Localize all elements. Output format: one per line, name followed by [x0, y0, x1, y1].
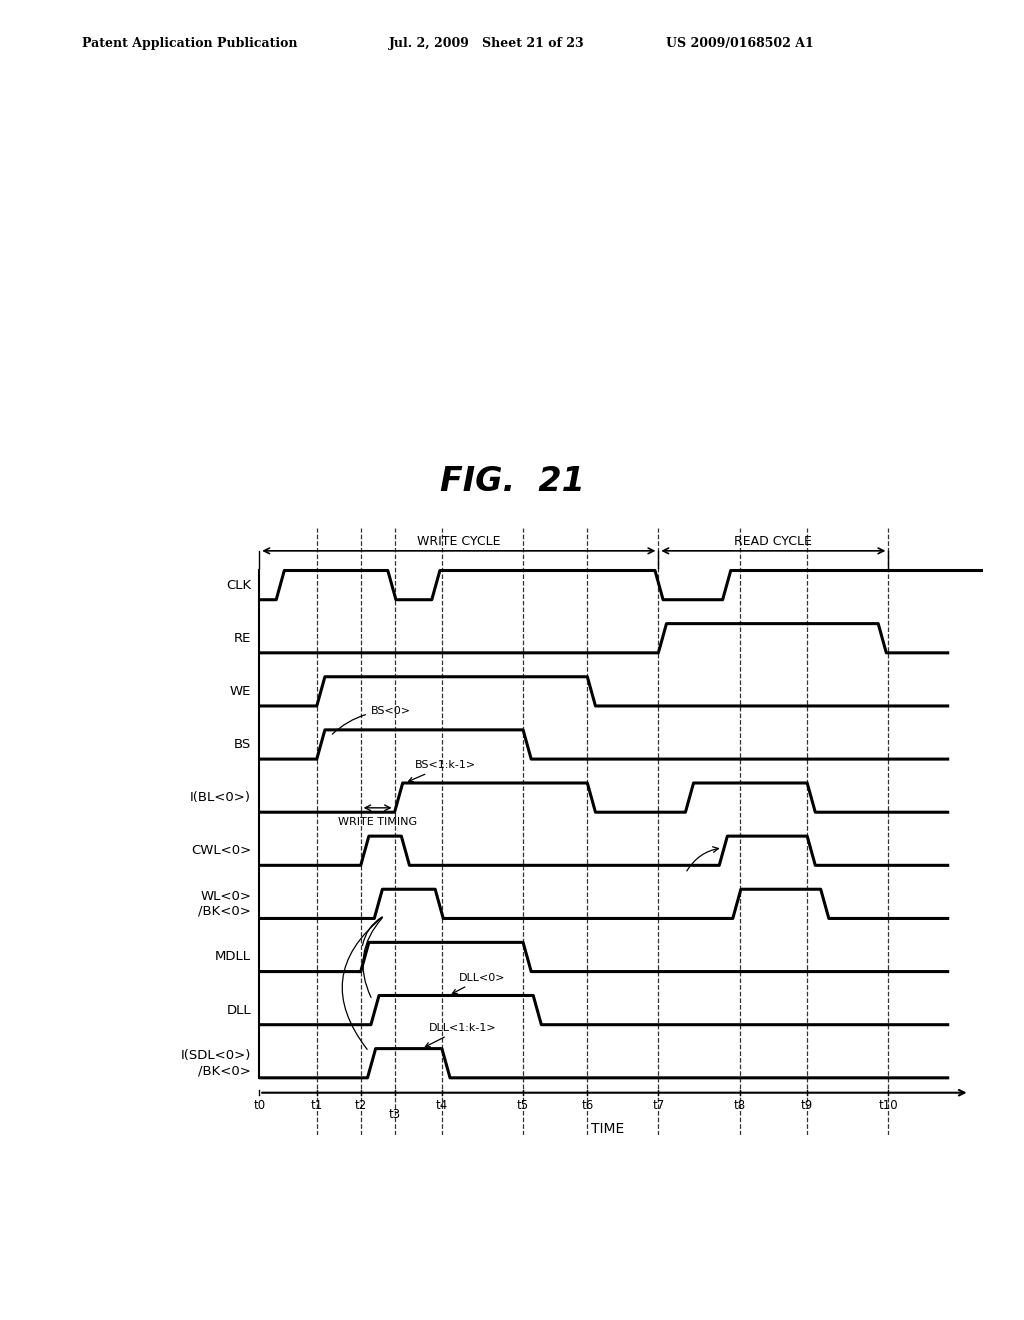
Text: CLK: CLK	[226, 578, 251, 591]
Text: t8: t8	[733, 1100, 745, 1111]
Text: t3: t3	[388, 1107, 400, 1121]
Text: DLL<1:k-1>: DLL<1:k-1>	[425, 1023, 496, 1047]
Text: t10: t10	[879, 1100, 898, 1111]
Text: BS<1:k-1>: BS<1:k-1>	[409, 760, 476, 781]
Text: WRITE CYCLE: WRITE CYCLE	[417, 535, 501, 548]
Text: READ CYCLE: READ CYCLE	[734, 535, 812, 548]
Text: WL<0>
/BK<0>: WL<0> /BK<0>	[199, 890, 251, 917]
Text: I(SDL<0>)
/BK<0>: I(SDL<0>) /BK<0>	[181, 1049, 251, 1077]
Text: t6: t6	[582, 1100, 594, 1111]
Text: DLL<0>: DLL<0>	[453, 973, 505, 994]
Text: Patent Application Publication: Patent Application Publication	[82, 37, 297, 50]
Text: t7: t7	[652, 1100, 665, 1111]
Text: MDLL: MDLL	[215, 950, 251, 964]
Text: US 2009/0168502 A1: US 2009/0168502 A1	[666, 37, 813, 50]
Text: FIG.  21: FIG. 21	[439, 465, 585, 498]
Text: I(BL<0>): I(BL<0>)	[190, 791, 251, 804]
Text: t0: t0	[253, 1100, 265, 1111]
Text: DLL: DLL	[226, 1003, 251, 1016]
Text: t9: t9	[801, 1100, 813, 1111]
Text: WE: WE	[229, 685, 251, 698]
Text: TIME: TIME	[591, 1122, 625, 1137]
Text: t5: t5	[517, 1100, 529, 1111]
Text: RE: RE	[233, 632, 251, 644]
Text: t4: t4	[436, 1100, 449, 1111]
Text: BS: BS	[233, 738, 251, 751]
Text: CWL<0>: CWL<0>	[190, 845, 251, 857]
Text: t2: t2	[354, 1100, 367, 1111]
Text: WRITE TIMING: WRITE TIMING	[338, 817, 417, 828]
Text: t1: t1	[310, 1100, 323, 1111]
Text: BS<0>: BS<0>	[333, 706, 411, 734]
Text: Jul. 2, 2009   Sheet 21 of 23: Jul. 2, 2009 Sheet 21 of 23	[389, 37, 585, 50]
